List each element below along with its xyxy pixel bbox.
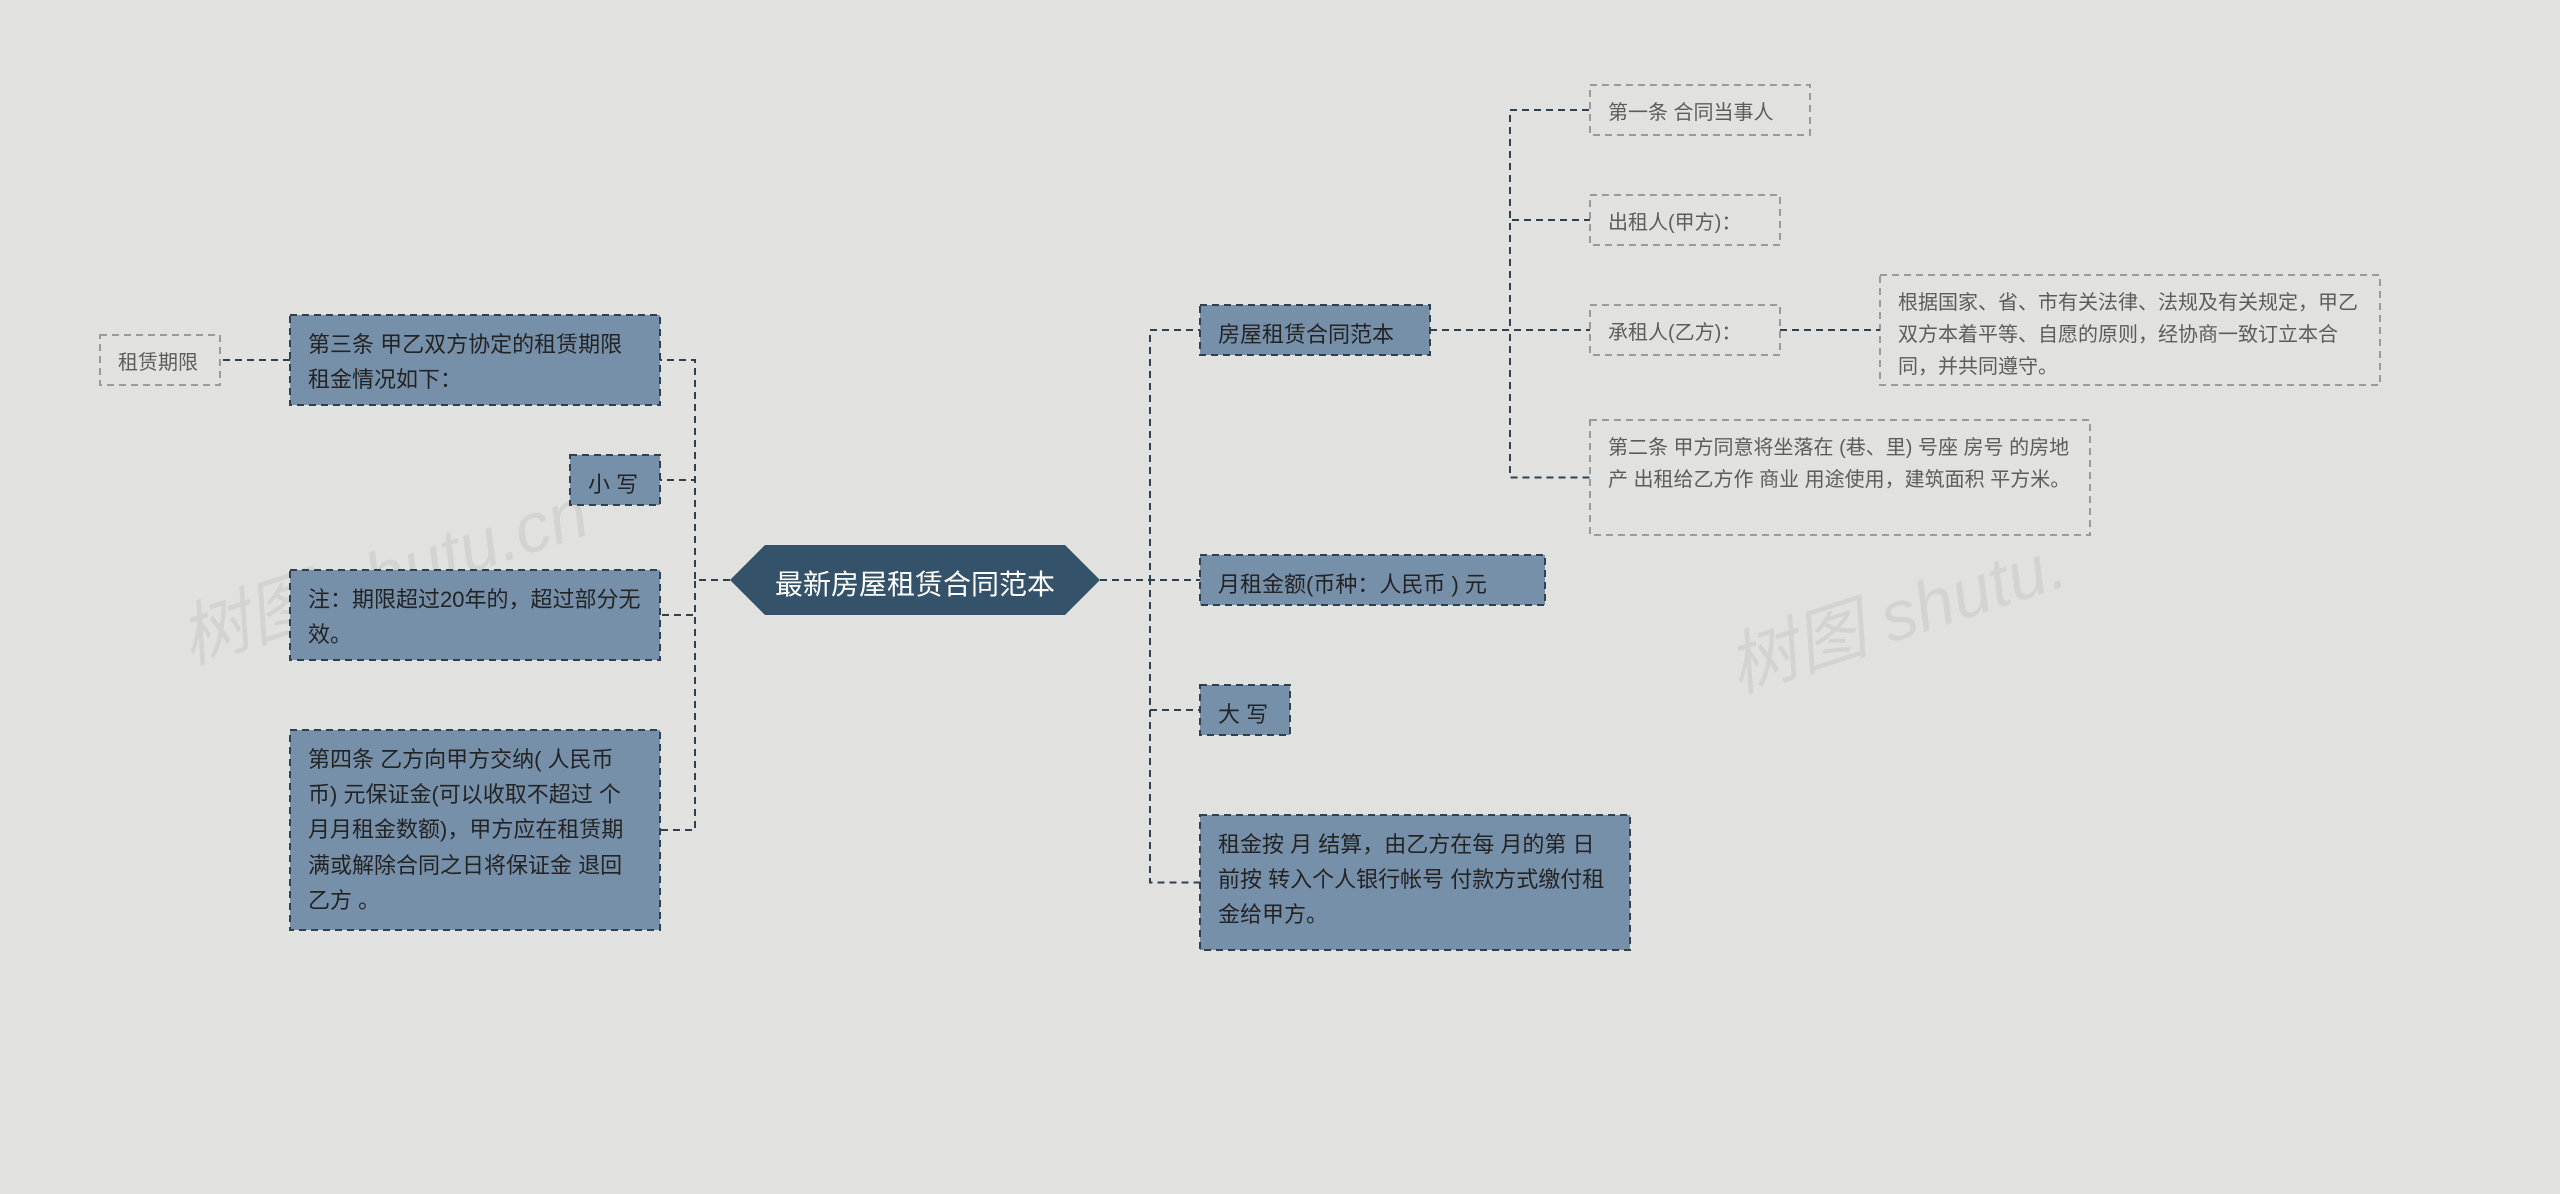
node-r1c[interactable]: 承租人(乙方)： bbox=[1590, 305, 1780, 361]
node-r1[interactable]: 房屋租赁合同范本 bbox=[1200, 305, 1430, 364]
node-c0[interactable]: 最新房屋租赁合同范本 bbox=[730, 545, 1100, 626]
node-r1c1[interactable]: 根据国家、省、市有关法律、法规及有关规定，甲乙双方本着平等、自愿的原则，经协商一… bbox=[1880, 275, 2380, 395]
node-l2[interactable]: 小 写 bbox=[570, 455, 660, 514]
node-r3[interactable]: 大 写 bbox=[1200, 685, 1290, 744]
node-r1a[interactable]: 第一条 合同当事人 bbox=[1590, 85, 1810, 141]
node-l1a[interactable]: 租赁期限 bbox=[100, 335, 220, 391]
node-l1[interactable]: 第三条 甲乙双方协定的租赁期限 租金情况如下： bbox=[290, 315, 660, 409]
node-r2[interactable]: 月租金额(币种：人民币 ) 元 bbox=[1200, 555, 1545, 614]
node-l4[interactable]: 第四条 乙方向甲方交纳( 人民币 币) 元保证金(可以收取不超过 个月月租金数额… bbox=[290, 730, 660, 930]
node-r4[interactable]: 租金按 月 结算，由乙方在每 月的第 日前按 转入个人银行帐号 付款方式缴付租金… bbox=[1200, 815, 1630, 950]
node-r1d[interactable]: 第二条 甲方同意将坐落在 (巷、里) 号座 房号 的房地产 出租给乙方作 商业 … bbox=[1590, 420, 2090, 535]
node-l3[interactable]: 注：期限超过20年的，超过部分无效。 bbox=[290, 570, 660, 664]
node-r1b[interactable]: 出租人(甲方)： bbox=[1590, 195, 1780, 251]
